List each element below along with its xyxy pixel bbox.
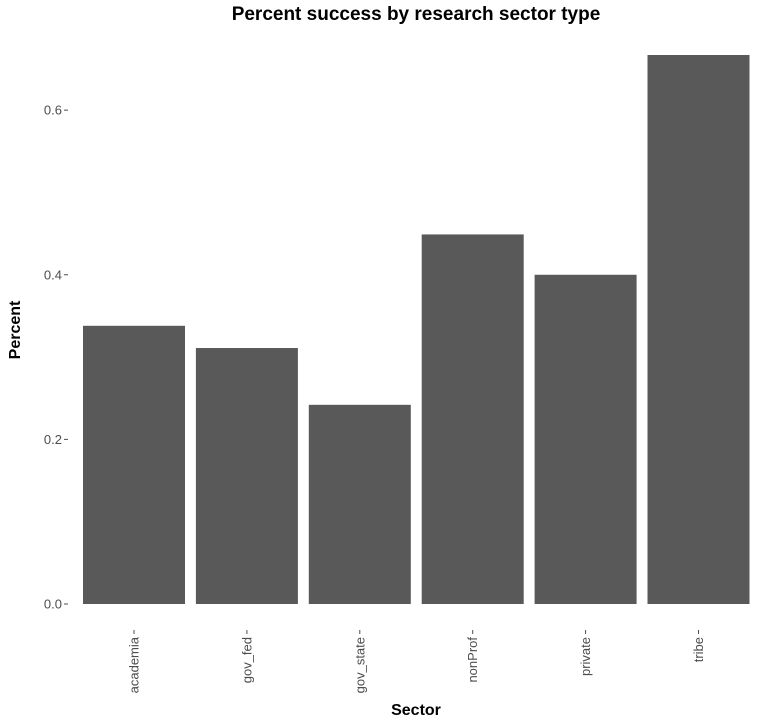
bar-academia [83,325,185,604]
bar-nonProf [421,234,524,604]
bar-private [534,274,637,604]
chart-title: Percent success by research sector type [232,4,601,25]
x-tick-label-gov_state: gov_state [352,637,367,693]
x-tick-label-tribe: tribe [691,637,706,662]
x-axis-title: Sector [391,702,441,719]
y-axis-title: Percent [7,300,24,359]
y-tick-label: 0.4 [44,267,62,282]
y-tick-label: 0.0 [44,597,62,612]
bar-tribe [647,55,750,604]
y-axis: 0.0 0.2 0.4 0.6 [44,103,68,612]
bar-gov_fed [195,348,298,604]
x-tick-label-academia: academia [127,636,142,693]
bars [83,55,750,604]
x-axis: academia gov_fed gov_state nonProf private tr… [127,630,706,693]
x-tick-label-nonProf: nonProf [465,637,480,683]
x-tick-label-gov_fed: gov_fed [239,637,254,683]
y-tick-label: 0.6 [44,103,62,118]
x-tick-label-private: private [578,637,593,676]
y-tick-label: 0.2 [44,432,62,447]
bar-gov_state [308,404,411,604]
